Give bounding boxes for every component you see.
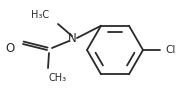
Text: N: N (68, 32, 76, 45)
Text: O: O (5, 42, 15, 55)
Text: Cl: Cl (165, 45, 175, 55)
Text: H₃C: H₃C (31, 10, 49, 20)
Text: CH₃: CH₃ (49, 73, 67, 83)
